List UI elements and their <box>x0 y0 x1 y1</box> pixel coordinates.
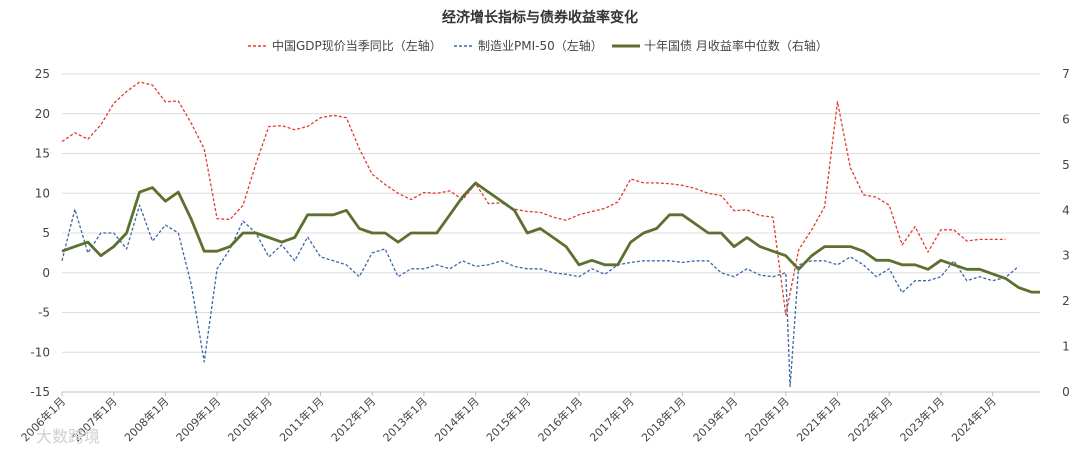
right-axis-tick-label: 5 <box>1062 158 1070 172</box>
series-layer <box>61 81 1040 388</box>
left-axis-tick-label: 5 <box>42 226 50 240</box>
x-axis: 2006年1月 2007年1月 2008年1月 2009年1月 2010年1月 2011年… <box>18 391 1040 444</box>
right-axis-tick-label: 0 <box>1062 385 1070 399</box>
legend: 中国GDP现价当季同比（左轴） 制造业PMI-50（左轴） 十年国债 月收益率中… <box>248 38 828 53</box>
legend-label-gdp: 中国GDP现价当季同比（左轴） <box>272 38 442 53</box>
series-line-2 <box>61 181 1040 294</box>
x-axis-tick-label: 2011年1月 <box>276 394 326 444</box>
x-axis-tick-label: 2019年1月 <box>690 394 740 444</box>
left-axis-tick-label: -15 <box>30 385 50 399</box>
left-axis-tick-label: 10 <box>35 186 50 200</box>
x-axis-tick-label: 2017年1月 <box>587 394 637 444</box>
right-axis-tick-label: 7 <box>1062 67 1070 81</box>
x-axis-tick-label: 2023年1月 <box>897 394 947 444</box>
legend-label-bond: 十年国债 月收益率中位数（右轴） <box>644 38 828 53</box>
x-axis-tick-label: 2015年1月 <box>483 394 533 444</box>
left-axis-tick-label: 20 <box>35 107 50 121</box>
chart-title: 经济增长指标与债券收益率变化 <box>442 9 638 26</box>
x-axis-tick-label: 2008年1月 <box>121 394 171 444</box>
left-axis-tick-label: -10 <box>30 345 50 359</box>
left-axis-tick-label: 0 <box>42 266 50 280</box>
x-axis-tick-label: 2009年1月 <box>173 394 223 444</box>
x-axis-tick-label: 2010年1月 <box>225 394 275 444</box>
x-axis-tick-label: 2014年1月 <box>432 394 482 444</box>
x-axis-tick-label: 2024年1月 <box>949 394 999 444</box>
left-axis: 25 20 15 10 5 0 -5 -10 -15 <box>30 67 50 399</box>
watermark: 大数跨境 <box>36 427 100 446</box>
left-axis-tick-label: 25 <box>35 67 50 81</box>
legend-label-pmi: 制造业PMI-50（左轴） <box>478 38 603 53</box>
x-axis-tick-label: 2021年1月 <box>793 394 843 444</box>
x-axis-tick-label: 2016年1月 <box>535 394 585 444</box>
left-axis-tick-label: 15 <box>35 147 50 161</box>
x-axis-tick-label: 2020年1月 <box>742 394 792 444</box>
right-axis-tick-label: 3 <box>1062 249 1070 263</box>
right-axis-tick-label: 4 <box>1062 203 1070 217</box>
right-axis-tick-label: 2 <box>1062 294 1070 308</box>
left-axis-tick-label: -5 <box>38 306 50 320</box>
gridlines <box>62 73 1040 393</box>
series-line-1 <box>61 204 1019 388</box>
x-axis-tick-label: 2018年1月 <box>638 394 688 444</box>
right-axis: 7 6 5 4 3 2 1 0 <box>1062 67 1070 399</box>
x-axis-tick-label: 2022年1月 <box>845 394 895 444</box>
series-line-0 <box>61 81 1006 316</box>
x-axis-tick-label: 2012年1月 <box>328 394 378 444</box>
right-axis-tick-label: 1 <box>1062 340 1070 354</box>
x-axis-tick-label: 2013年1月 <box>380 394 430 444</box>
right-axis-tick-label: 6 <box>1062 112 1070 126</box>
